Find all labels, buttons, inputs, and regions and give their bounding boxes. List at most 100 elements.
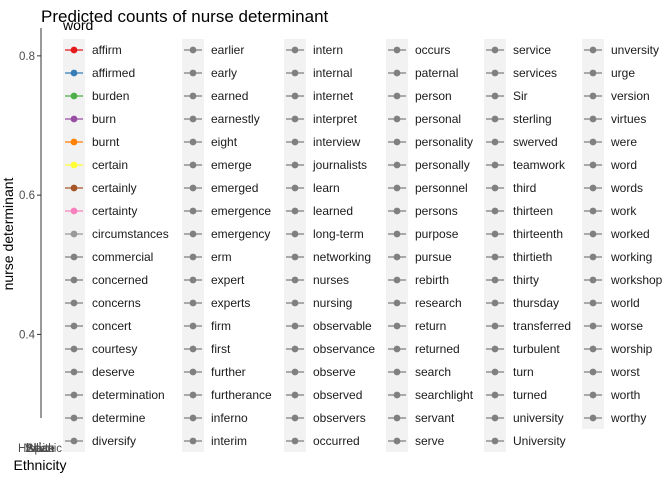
legend-key-point (70, 46, 78, 54)
legend-key-point (589, 322, 597, 330)
legend-key-point (589, 69, 597, 77)
legend-label: rebirth (415, 273, 449, 287)
legend-label: learned (313, 204, 353, 218)
legend-label: personnel (415, 181, 468, 195)
legend-label: expert (211, 273, 245, 287)
legend-key-point (589, 391, 597, 399)
legend-key-point (70, 230, 78, 238)
legend-key-point (291, 138, 299, 146)
legend-key-point (589, 184, 597, 192)
legend-label: determine (92, 411, 146, 425)
legend-key-point (70, 322, 78, 330)
legend-key-point (70, 184, 78, 192)
legend-key-point (189, 322, 197, 330)
legend-key-point (491, 138, 499, 146)
legend-label: worth (610, 388, 640, 402)
legend-label: deserve (92, 365, 135, 379)
legend-label: courtesy (92, 342, 137, 356)
legend-label: erm (211, 250, 232, 264)
legend-label: firm (211, 319, 231, 333)
legend-label: purpose (415, 227, 459, 241)
legend-key-point (589, 299, 597, 307)
legend-key-point (189, 207, 197, 215)
legend-key-point (589, 115, 597, 123)
legend-label: thursday (513, 296, 559, 310)
legend-label: words (610, 181, 643, 195)
legend-label: worship (610, 342, 653, 356)
legend-key-point (393, 184, 401, 192)
legend-key-point (589, 161, 597, 169)
legend-label: emerge (211, 158, 252, 172)
legend-key-point (70, 345, 78, 353)
legend-key-point (189, 184, 197, 192)
legend-key-point (189, 69, 197, 77)
legend-key-point (491, 391, 499, 399)
legend-key-point (589, 46, 597, 54)
legend-key-point (70, 115, 78, 123)
legend-label: circumstances (92, 227, 169, 241)
legend-label: determination (92, 388, 165, 402)
legend-key-point (291, 345, 299, 353)
x-axis-title: Ethnicity (14, 457, 67, 473)
legend-label: occurred (313, 434, 360, 448)
legend-label: inferno (211, 411, 248, 425)
legend-key-point (393, 253, 401, 261)
y-axis-title: nurse determinant (0, 177, 16, 290)
legend-label: journalists (312, 158, 367, 172)
x-tick-label: Black (26, 443, 54, 455)
y-tick-label: 0.6 (19, 190, 35, 202)
legend-label: service (513, 43, 551, 57)
legend-key-point (491, 69, 499, 77)
legend-key-point (291, 322, 299, 330)
legend-key-point (589, 276, 597, 284)
legend-key-point (291, 46, 299, 54)
legend-label: thirteenth (513, 227, 563, 241)
legend-label: workshop (610, 273, 663, 287)
legend-label: occurs (415, 43, 450, 57)
legend-label: nursing (313, 296, 352, 310)
legend-key-point (291, 253, 299, 261)
legend-key-point (291, 368, 299, 376)
legend-key-point (189, 138, 197, 146)
legend-label: were (610, 135, 637, 149)
legend-key-point (491, 184, 499, 192)
legend-label: returned (415, 342, 460, 356)
legend-label: thirtieth (513, 250, 552, 264)
legend-label: observance (313, 342, 375, 356)
legend-label: word (610, 158, 637, 172)
legend-label: furtherance (211, 388, 272, 402)
legend-key-point (70, 276, 78, 284)
legend-key-point (291, 184, 299, 192)
legend-key-point (189, 368, 197, 376)
legend-label: worked (610, 227, 650, 241)
legend-key-point (491, 207, 499, 215)
legend-label: concert (92, 319, 132, 333)
legend-key-panel (182, 39, 204, 452)
legend-key-point (491, 276, 499, 284)
legend-key-point (189, 115, 197, 123)
legend-label: intern (313, 43, 343, 57)
legend-key-point (291, 299, 299, 307)
legend-label: search (415, 365, 451, 379)
legend-label: University (513, 434, 566, 448)
legend-label: certain (92, 158, 128, 172)
legend-label: observable (313, 319, 372, 333)
legend-key-point (291, 207, 299, 215)
legend-key-point (393, 230, 401, 238)
legend-key-point (491, 161, 499, 169)
legend-label: persons (415, 204, 458, 218)
legend-key-point (70, 437, 78, 445)
legend-key-point (491, 115, 499, 123)
legend-label: worthy (610, 411, 646, 425)
x-tick-label: White (25, 443, 54, 455)
legend-label: emergence (211, 204, 271, 218)
legend-label: thirteen (513, 204, 553, 218)
legend-key-panel (386, 39, 408, 452)
legend-label: return (415, 319, 446, 333)
legend-label: diversify (92, 434, 136, 448)
legend-label: thirty (513, 273, 539, 287)
legend-label: world (610, 296, 640, 310)
legend-key-point (589, 138, 597, 146)
